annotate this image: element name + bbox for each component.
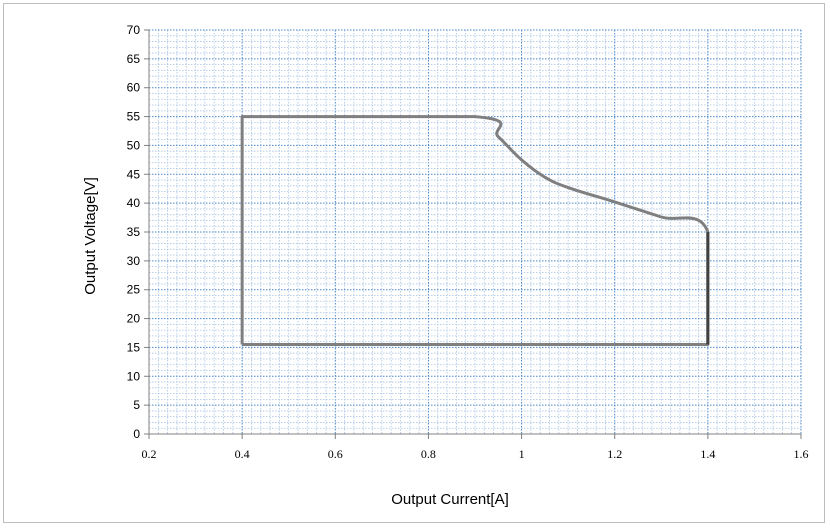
y-axis-label: Output Voltage[V] [82,177,99,295]
chart-frame: 0 5 10 15 20 25 30 35 40 45 50 55 60 65 70 0.2 0.4 0.6 0.… [3,3,825,523]
x-tick-label: 1.2 [607,447,622,461]
x-tick-label: 0.4 [235,447,250,461]
x-tick-label: 1.6 [794,447,809,461]
y-tick-label: 20 [127,312,141,326]
series-line-1 [240,115,710,347]
y-tick-labels: 0 5 10 15 20 25 30 35 40 45 50 55 60 65 70 [127,23,141,441]
y-tick-label: 5 [133,398,140,412]
y-tick-label: 70 [127,23,141,37]
y-tick-label: 15 [127,340,141,354]
y-tick-label: 55 [127,110,141,124]
y-tick-label: 45 [127,167,141,181]
axes [144,29,802,439]
y-tick-label: 10 [127,369,141,383]
y-tick-label: 65 [127,52,141,66]
x-tick-labels: 0.2 0.4 0.6 0.8 1 1.2 1.4 1.6 [142,447,809,461]
y-tick-label: 50 [127,138,141,152]
y-tick-label: 0 [133,427,140,441]
x-tick-label: 1.4 [700,447,715,461]
y-tick-label: 25 [127,283,141,297]
y-tick-label: 60 [127,81,141,95]
x-axis-label: Output Current[A] [391,491,509,508]
x-tick-label: 0.6 [328,447,343,461]
y-tick-label: 40 [127,196,141,210]
x-tick-label: 1 [519,447,525,461]
y-tick-label: 35 [127,225,141,239]
x-tick-label: 0.2 [142,447,157,461]
grid [148,29,802,435]
series-layer [240,115,710,347]
y-tick-label: 30 [127,254,141,268]
x-tick-label: 0.8 [421,447,436,461]
